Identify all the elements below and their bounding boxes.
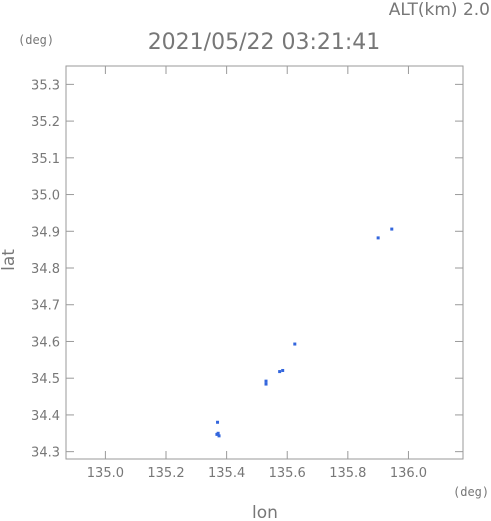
data-point xyxy=(216,420,220,424)
data-point xyxy=(217,434,221,438)
y-tick-label: 34.8 xyxy=(31,262,60,277)
x-axis-ticks: 135.0 135.2 135.4 135.6 135.8 136.0 xyxy=(87,66,427,481)
y-tick-label: 34.4 xyxy=(31,409,60,424)
x-tick-label: 136.0 xyxy=(390,466,427,481)
x-axis-label: lon xyxy=(252,503,278,521)
plot-frame xyxy=(65,65,464,460)
y-axis-ticks: 34.3 34.4 34.5 34.6 34.7 34.8 34.9 35.0 35.1 35.2… xyxy=(31,78,463,461)
data-point xyxy=(293,342,297,346)
data-points xyxy=(215,227,394,438)
data-point xyxy=(264,382,268,386)
x-unit-label: (deg) xyxy=(453,485,489,499)
altitude-label: ALT(km) 2.0 xyxy=(389,0,490,20)
data-point xyxy=(264,379,268,383)
data-point xyxy=(216,431,220,435)
y-unit-label: (deg) xyxy=(18,33,54,47)
data-point xyxy=(281,368,285,372)
x-tick-label: 135.2 xyxy=(147,466,184,481)
x-tick-label: 135.4 xyxy=(208,466,245,481)
y-tick-label: 34.3 xyxy=(31,446,60,461)
x-tick-label: 135.6 xyxy=(269,466,306,481)
y-tick-label: 34.5 xyxy=(31,372,60,387)
data-point xyxy=(390,227,394,231)
chart-title: 2021/05/22 03:21:41 xyxy=(148,30,381,55)
y-tick-label: 35.0 xyxy=(31,189,60,204)
x-tick-label: 135.0 xyxy=(87,466,124,481)
y-tick-label: 34.7 xyxy=(31,299,60,314)
data-point xyxy=(376,236,380,240)
y-axis-label: lat xyxy=(0,249,19,271)
x-tick-label: 135.8 xyxy=(329,466,366,481)
y-tick-label: 35.1 xyxy=(31,152,60,167)
data-point xyxy=(278,370,282,374)
y-tick-label: 34.9 xyxy=(31,225,60,240)
y-tick-label: 34.6 xyxy=(31,335,60,350)
y-tick-label: 35.3 xyxy=(31,78,60,93)
y-tick-label: 35.2 xyxy=(31,115,60,130)
